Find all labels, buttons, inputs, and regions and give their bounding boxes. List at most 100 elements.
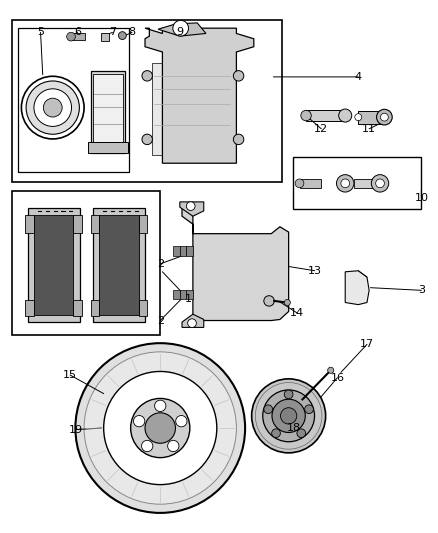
Polygon shape: [180, 290, 186, 300]
Polygon shape: [180, 246, 186, 256]
Circle shape: [272, 399, 305, 432]
Text: 12: 12: [314, 124, 328, 134]
Bar: [306, 110, 345, 121]
Circle shape: [173, 20, 188, 36]
Circle shape: [295, 179, 304, 188]
Polygon shape: [182, 314, 204, 327]
Circle shape: [186, 202, 195, 211]
Bar: [139, 215, 147, 233]
Circle shape: [339, 109, 352, 122]
Circle shape: [26, 81, 79, 134]
Polygon shape: [345, 271, 369, 305]
Circle shape: [381, 113, 389, 121]
Circle shape: [75, 343, 245, 513]
Text: 18: 18: [287, 423, 301, 432]
Polygon shape: [186, 246, 193, 256]
Circle shape: [145, 413, 176, 443]
Circle shape: [284, 300, 290, 305]
Text: 16: 16: [330, 373, 344, 383]
Bar: [354, 179, 380, 188]
Circle shape: [118, 31, 126, 39]
Bar: [28, 208, 80, 322]
Circle shape: [67, 33, 75, 41]
Bar: [139, 301, 147, 317]
Bar: [91, 215, 99, 233]
Circle shape: [168, 440, 179, 451]
Text: 15: 15: [63, 370, 77, 380]
Text: 8: 8: [128, 27, 135, 37]
Text: 17: 17: [360, 340, 374, 349]
Bar: [18, 28, 129, 172]
Polygon shape: [182, 206, 289, 320]
Circle shape: [377, 109, 392, 125]
Bar: [12, 191, 160, 335]
Polygon shape: [186, 290, 193, 300]
Circle shape: [34, 89, 71, 126]
Bar: [74, 215, 82, 233]
Circle shape: [371, 175, 389, 192]
Polygon shape: [173, 290, 180, 300]
Circle shape: [376, 179, 385, 188]
Circle shape: [252, 379, 325, 453]
Bar: [91, 301, 99, 317]
Circle shape: [43, 98, 62, 117]
Circle shape: [155, 400, 166, 411]
Circle shape: [341, 179, 350, 188]
Text: 13: 13: [308, 266, 322, 276]
Circle shape: [272, 429, 280, 438]
Circle shape: [84, 352, 237, 504]
Circle shape: [264, 296, 274, 306]
Bar: [69, 34, 85, 40]
Circle shape: [284, 390, 293, 399]
Text: 10: 10: [414, 192, 428, 203]
Bar: [152, 62, 232, 155]
Bar: [358, 111, 385, 124]
Bar: [74, 301, 82, 317]
Text: 19: 19: [69, 425, 83, 434]
Bar: [300, 179, 321, 188]
Bar: [12, 20, 282, 182]
Circle shape: [141, 440, 153, 451]
Text: 11: 11: [362, 124, 376, 134]
Bar: [34, 215, 74, 316]
Circle shape: [21, 76, 84, 139]
Text: 3: 3: [418, 285, 425, 295]
Circle shape: [233, 134, 244, 144]
Text: 9: 9: [176, 27, 184, 37]
Circle shape: [297, 429, 306, 438]
Circle shape: [104, 372, 217, 484]
Circle shape: [142, 70, 152, 81]
Bar: [88, 142, 128, 152]
Bar: [25, 215, 34, 233]
Bar: [293, 157, 421, 209]
Circle shape: [305, 405, 314, 414]
Circle shape: [264, 405, 272, 414]
Circle shape: [263, 390, 314, 442]
Bar: [102, 34, 110, 41]
Text: 4: 4: [355, 72, 362, 82]
Circle shape: [134, 416, 145, 427]
Polygon shape: [145, 28, 254, 163]
Circle shape: [176, 416, 187, 427]
Text: 1: 1: [185, 294, 192, 304]
Circle shape: [280, 408, 297, 424]
Circle shape: [355, 114, 362, 120]
Polygon shape: [158, 23, 206, 36]
Circle shape: [336, 175, 354, 192]
Bar: [92, 74, 124, 150]
Circle shape: [142, 134, 152, 144]
Text: 14: 14: [290, 308, 304, 318]
Text: 2: 2: [157, 316, 164, 326]
Text: 5: 5: [37, 27, 44, 37]
Bar: [91, 70, 125, 152]
Circle shape: [328, 367, 334, 373]
Bar: [99, 215, 139, 316]
Circle shape: [131, 399, 190, 458]
Circle shape: [187, 319, 196, 327]
Circle shape: [233, 70, 244, 81]
Bar: [25, 301, 34, 317]
Bar: [93, 208, 145, 322]
Polygon shape: [173, 246, 180, 256]
Text: 6: 6: [74, 27, 81, 37]
Circle shape: [301, 110, 311, 121]
